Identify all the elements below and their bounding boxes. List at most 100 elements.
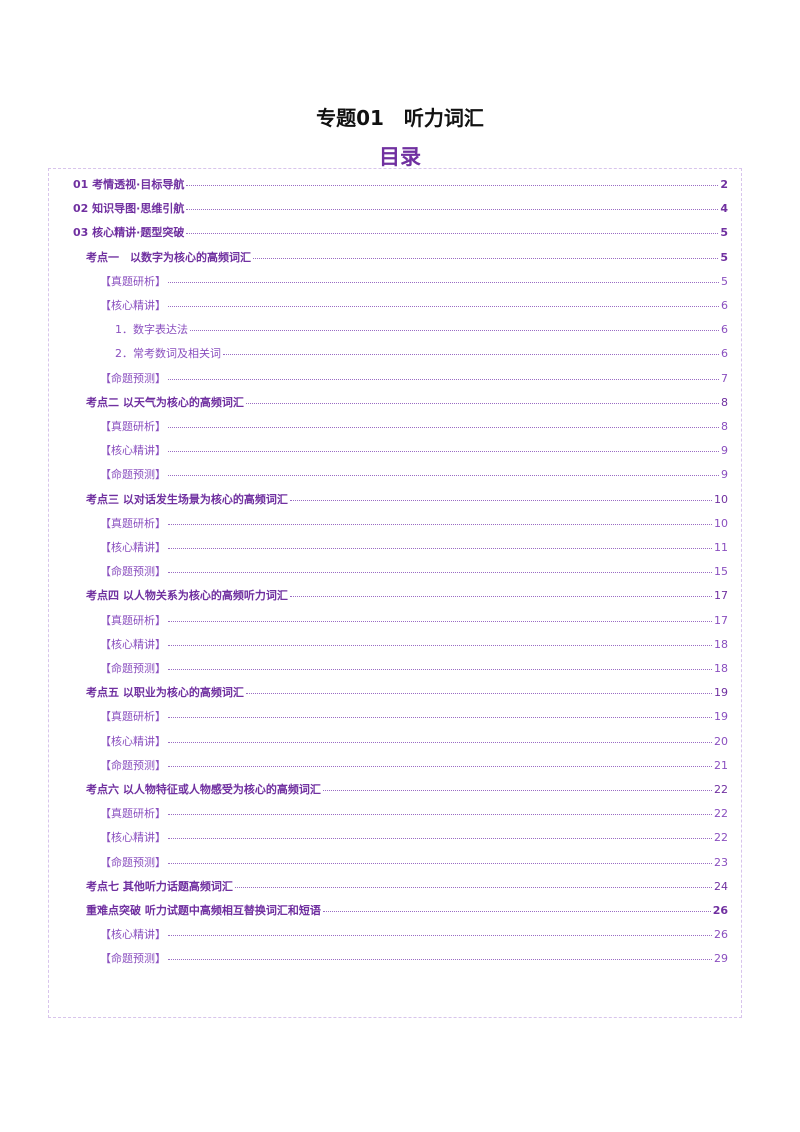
dot-leader bbox=[322, 790, 712, 791]
toc-entry-label: 重难点突破 听力试题中高频相互替换词汇和短语 bbox=[86, 904, 321, 917]
toc-page-number: 6 bbox=[721, 347, 728, 361]
toc-entry[interactable]: 01 考情透视·目标导航 2 bbox=[73, 176, 728, 196]
dot-leader bbox=[168, 959, 712, 961]
toc-page-number: 29 bbox=[714, 952, 728, 966]
toc-entry-label: 【核心精讲】 bbox=[100, 299, 166, 312]
toc-page-number: 5 bbox=[721, 274, 728, 288]
toc-page-number: 22 bbox=[714, 783, 728, 796]
toc-entry-label: 【核心精讲】 bbox=[100, 734, 166, 748]
dot-leader bbox=[223, 354, 719, 356]
toc-entry[interactable]: 【命题预测】 21 bbox=[100, 757, 728, 777]
dot-leader bbox=[245, 693, 712, 695]
toc-entry[interactable]: 考点三 以对话发生场景为核心的高频词汇 10 bbox=[86, 491, 728, 511]
toc-entry[interactable]: 【命题预测】 29 bbox=[100, 950, 728, 970]
toc-entry[interactable]: 【真题研析】 17 bbox=[100, 612, 728, 632]
dot-leader bbox=[168, 717, 712, 719]
toc-entry-label: 考点七 其他听力话题高频词汇 bbox=[86, 879, 233, 893]
toc-page-number: 4 bbox=[720, 202, 728, 216]
dot-leader bbox=[168, 451, 719, 453]
dot-leader bbox=[186, 209, 719, 211]
toc-entry[interactable]: 2．常考数词及相关词 6 bbox=[115, 345, 728, 365]
toc-entry-label: 【真题研析】 bbox=[100, 613, 166, 627]
toc-page-number: 9 bbox=[721, 468, 728, 482]
toc-entry-label: 【核心精讲】 bbox=[100, 928, 166, 942]
dot-leader bbox=[245, 402, 719, 404]
toc-entry[interactable]: 【命题预测】 15 bbox=[100, 563, 728, 583]
dot-leader bbox=[168, 475, 719, 477]
toc-page-number: 5 bbox=[720, 226, 728, 240]
toc-page-number: 19 bbox=[714, 710, 728, 724]
toc-entry[interactable]: 考点四 以人物关系为核心的高频听力词汇 17 bbox=[86, 587, 728, 607]
toc-entry-label: 1．数字表达法 bbox=[115, 323, 188, 337]
toc-entry-label: 【真题研析】 bbox=[100, 710, 166, 724]
dot-leader bbox=[234, 886, 712, 888]
dot-leader bbox=[168, 669, 712, 670]
toc-entry[interactable]: 【命题预测】 9 bbox=[100, 466, 728, 486]
toc-entry[interactable]: 【命题预测】 7 bbox=[100, 370, 728, 390]
toc-page-number: 8 bbox=[721, 420, 728, 433]
toc-page-number: 23 bbox=[714, 855, 728, 869]
toc-entry-label: 【核心精讲】 bbox=[100, 637, 166, 651]
toc-entry-label: 02 知识导图·思维引航 bbox=[73, 202, 185, 216]
toc-entry[interactable]: 【核心精讲】 6 bbox=[100, 297, 728, 317]
toc-page-number: 7 bbox=[721, 371, 728, 385]
toc-entry-label: 【真题研析】 bbox=[100, 516, 166, 530]
toc-page-number: 2 bbox=[720, 178, 728, 191]
toc-entry[interactable]: 重难点突破 听力试题中高频相互替换词汇和短语 26 bbox=[86, 902, 728, 922]
page-title: 专题01 听力词汇 bbox=[316, 106, 484, 130]
toc-entry[interactable]: 【真题研析】 8 bbox=[100, 418, 728, 438]
toc-entry[interactable]: 【核心精讲】 26 bbox=[100, 926, 728, 946]
toc-entry[interactable]: 考点二 以天气为核心的高频词汇 8 bbox=[86, 394, 728, 414]
toc-entry[interactable]: 【真题研析】 10 bbox=[100, 515, 728, 535]
toc-page-number: 22 bbox=[714, 807, 728, 821]
toc-entry[interactable]: 【真题研析】 22 bbox=[100, 805, 728, 825]
toc-entry[interactable]: 【核心精讲】 11 bbox=[100, 539, 728, 559]
toc-page-number: 17 bbox=[714, 589, 728, 603]
dot-leader bbox=[168, 765, 712, 767]
toc-entry[interactable]: 【核心精讲】 20 bbox=[100, 733, 728, 753]
toc-entry[interactable]: 考点一 以数字为核心的高频词汇 5 bbox=[86, 249, 728, 269]
toc-page-number: 18 bbox=[714, 662, 728, 675]
dot-leader bbox=[190, 330, 719, 332]
toc-entry-label: 01 考情透视·目标导航 bbox=[73, 178, 185, 191]
toc-entry[interactable]: 【核心精讲】 22 bbox=[100, 829, 728, 849]
toc-entry[interactable]: 1．数字表达法 6 bbox=[115, 321, 728, 341]
toc-page-number: 18 bbox=[714, 637, 728, 651]
toc-entry[interactable]: 考点七 其他听力话题高频词汇 24 bbox=[86, 878, 728, 898]
toc-entry-label: 【命题预测】 bbox=[100, 952, 166, 966]
toc-entry-label: 【命题预测】 bbox=[100, 855, 166, 869]
toc-entry[interactable]: 考点五 以职业为核心的高频词汇 19 bbox=[86, 684, 728, 704]
toc-entry[interactable]: 02 知识导图·思维引航 4 bbox=[73, 200, 728, 220]
toc-entry-label: 考点三 以对话发生场景为核心的高频词汇 bbox=[86, 492, 288, 506]
toc-entry[interactable]: 【命题预测】 23 bbox=[100, 854, 728, 874]
toc-entry[interactable]: 【核心精讲】 18 bbox=[100, 636, 728, 656]
toc-entry[interactable]: 03 核心精讲·题型突破 5 bbox=[73, 224, 728, 244]
toc-entry[interactable]: 【命题预测】 18 bbox=[100, 660, 728, 680]
dot-leader bbox=[168, 427, 719, 428]
dot-leader bbox=[168, 306, 719, 307]
toc-page-number: 19 bbox=[714, 686, 728, 700]
toc-entry[interactable]: 【真题研析】 19 bbox=[100, 708, 728, 728]
toc-entry[interactable]: 【核心精讲】 9 bbox=[100, 442, 728, 462]
dot-leader bbox=[168, 378, 719, 380]
toc-entry-label: 2．常考数词及相关词 bbox=[115, 347, 221, 361]
toc-entry[interactable]: 【真题研析】 5 bbox=[100, 273, 728, 293]
toc-page-number: 11 bbox=[714, 541, 728, 554]
dot-leader bbox=[289, 596, 712, 598]
dot-leader bbox=[168, 862, 712, 864]
toc-page-number: 6 bbox=[721, 323, 728, 337]
toc-entry-label: 【真题研析】 bbox=[100, 274, 166, 288]
toc-entry-label: 【真题研析】 bbox=[100, 807, 166, 821]
toc-page-number: 22 bbox=[714, 831, 728, 845]
toc-heading: 目录 bbox=[379, 145, 421, 169]
toc-entry-label: 考点四 以人物关系为核心的高频听力词汇 bbox=[86, 589, 288, 603]
toc-border bbox=[48, 168, 742, 1018]
toc-page-number: 6 bbox=[721, 299, 728, 312]
toc-page-number: 5 bbox=[720, 250, 728, 264]
dot-leader bbox=[168, 838, 712, 840]
dot-leader bbox=[168, 281, 719, 283]
toc-entry-label: 【命题预测】 bbox=[100, 371, 166, 385]
dot-leader bbox=[186, 185, 719, 186]
dot-leader bbox=[168, 620, 712, 622]
toc-entry[interactable]: 考点六 以人物特征或人物感受为核心的高频词汇 22 bbox=[86, 781, 728, 801]
